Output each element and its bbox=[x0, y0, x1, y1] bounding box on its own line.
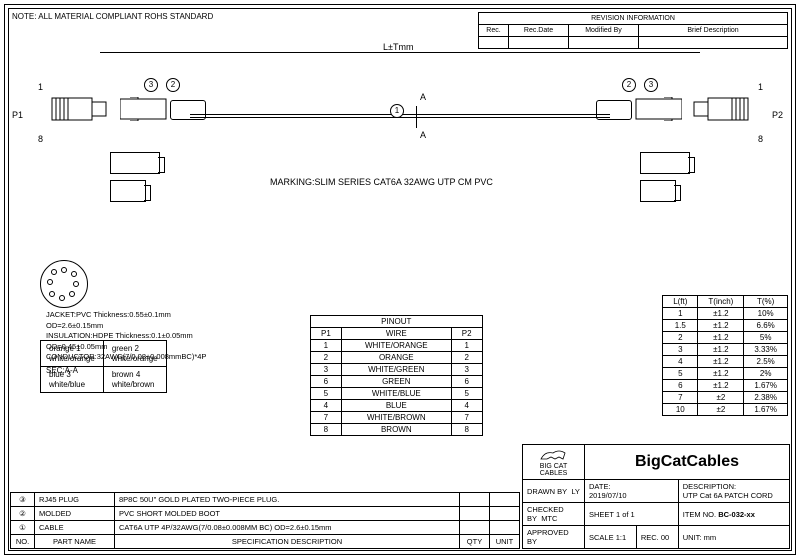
bom-table: ③RJ45 PLUG8P8C 50U" GOLD PLATED TWO-PIEC… bbox=[10, 492, 520, 549]
tolerance-table: L(ft) T(inch) T(%) 1±1.210%1.5±1.26.6%2±… bbox=[662, 295, 788, 416]
detail-boot-right bbox=[640, 152, 690, 174]
pin-8-right: 8 bbox=[758, 134, 763, 144]
callout-2-left: 2 bbox=[166, 78, 180, 92]
callout-2-right: 2 bbox=[622, 78, 636, 92]
detail-plug-right bbox=[640, 180, 676, 202]
plug-body-left bbox=[120, 97, 170, 121]
callout-3-right: 3 bbox=[644, 78, 658, 92]
color-table: orange 1white/orange green 2white/orange… bbox=[40, 340, 167, 393]
section-circle bbox=[40, 260, 88, 308]
pin-8-left: 8 bbox=[38, 134, 43, 144]
section-cut bbox=[416, 106, 417, 128]
rj45-left bbox=[50, 94, 110, 124]
logo-cell: BIG CATCABLES bbox=[523, 445, 585, 480]
section-a-top: A bbox=[420, 92, 426, 102]
detail-boot-left bbox=[110, 152, 160, 174]
section-a-bot: A bbox=[420, 130, 426, 140]
rev-h-by: Modified By bbox=[569, 25, 639, 37]
detail-plug-left bbox=[110, 180, 146, 202]
rev-h-rec: Rec. bbox=[479, 25, 509, 37]
logo-icon: BIG CATCABLES bbox=[539, 447, 569, 477]
rev-title: REVISION INFORMATION bbox=[479, 13, 788, 25]
detail-left bbox=[110, 152, 160, 208]
callout-3-left: 3 bbox=[144, 78, 158, 92]
rev-h-date: Rec.Date bbox=[509, 25, 569, 37]
title-block: BIG CATCABLES BigCatCables DRAWN BY LY D… bbox=[522, 444, 790, 549]
rev-h-desc: Brief Description bbox=[639, 25, 788, 37]
pinout-table: PINOUT P1 WIRE P2 1WHITE/ORANGE12ORANGE2… bbox=[310, 315, 483, 436]
company-name: BigCatCables bbox=[585, 445, 790, 480]
rohs-note: NOTE: ALL MATERIAL COMPLIANT ROHS STANDA… bbox=[12, 12, 213, 21]
plug-body-right bbox=[632, 97, 682, 121]
pin-1-right: 1 bbox=[758, 82, 763, 92]
boot-right bbox=[596, 100, 632, 120]
pin-1-left: 1 bbox=[38, 82, 43, 92]
detail-right bbox=[640, 152, 690, 208]
rj45-right bbox=[690, 94, 750, 124]
dimension-line bbox=[100, 52, 700, 53]
p2-label: P2 bbox=[772, 110, 783, 120]
cable-marking: MARKING:SLIM SERIES CAT6A 32AWG UTP CM P… bbox=[270, 177, 493, 187]
p1-label: P1 bbox=[12, 110, 23, 120]
callout-1: 1 bbox=[390, 104, 404, 118]
dimension-label: L±Tmm bbox=[380, 42, 416, 52]
